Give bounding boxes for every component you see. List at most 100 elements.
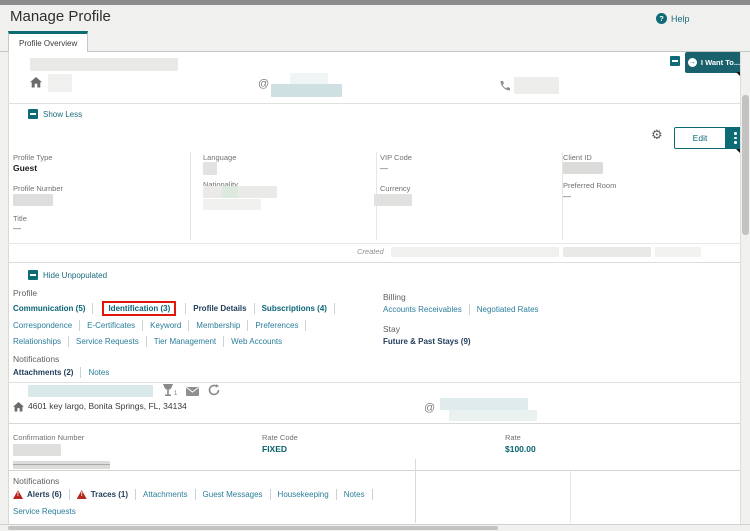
gear-icon[interactable]: ⚙	[651, 128, 663, 143]
horizontal-scrollbar-thumb[interactable]	[8, 526, 498, 530]
profile-links-row3: Relationships Service Requests Tier Mana…	[13, 336, 282, 347]
redacted-address	[48, 74, 72, 92]
glass-icon	[163, 384, 173, 396]
link-identification[interactable]: Identification (3)	[108, 303, 171, 313]
field-label: Rate	[505, 433, 521, 442]
redacted-nationality-1	[203, 186, 277, 198]
home-icon	[30, 77, 42, 88]
created-row-bottom-divider	[8, 262, 750, 263]
link-profile-details[interactable]: Profile Details	[193, 303, 247, 313]
redacted-created-1	[391, 247, 559, 257]
redacted-profile-number	[13, 194, 53, 206]
profile-links-row2: Correspondence E-Certificates Keyword Me…	[13, 320, 313, 331]
field-label: Nationality	[203, 180, 239, 189]
link-relationships[interactable]: Relationships	[13, 337, 62, 346]
field-label: Currency	[380, 184, 411, 193]
link-e-certificates[interactable]: E-Certificates	[87, 321, 136, 330]
rate-code-value[interactable]: FIXED	[262, 444, 288, 454]
email-at-icon: @	[424, 402, 436, 414]
section-header-billing: Billing	[383, 292, 406, 302]
minus-icon	[28, 270, 38, 280]
redacted-confirmation-number	[13, 444, 61, 456]
link-keyword[interactable]: Keyword	[150, 321, 182, 330]
refresh-icon	[208, 384, 220, 396]
link-preferences[interactable]: Preferences	[255, 321, 299, 330]
show-less-toggle[interactable]: Show Less	[28, 109, 82, 119]
i-want-to-button[interactable]: → I Want To...	[685, 52, 743, 73]
field-label: Preferred Room	[563, 181, 617, 190]
redacted-created-3	[655, 247, 701, 257]
warning-icon: !	[76, 490, 87, 499]
created-row-top-divider	[8, 243, 750, 244]
link-membership[interactable]: Membership	[196, 321, 241, 330]
redacted-stay-email-1	[440, 398, 528, 410]
hide-unpopulated-toggle[interactable]: Hide Unpopulated	[28, 270, 107, 280]
field-value-preferred-room: —	[563, 192, 571, 201]
tab-profile-overview[interactable]: Profile Overview	[8, 31, 88, 52]
redacted-stay-guest-name	[28, 385, 153, 397]
identification-highlight-box: Identification (3)	[102, 300, 177, 316]
field-label: Profile Number	[13, 184, 64, 193]
link-attachments[interactable]: Attachments	[143, 490, 188, 499]
glass-count: 1	[174, 391, 178, 397]
section-header-profile: Profile	[13, 288, 38, 298]
link-subscriptions[interactable]: Subscriptions (4)	[261, 303, 327, 313]
link-service-requests[interactable]: Service Requests	[76, 337, 139, 346]
help-label: Help	[671, 13, 690, 24]
link-notes-bottom[interactable]: Notes	[343, 490, 365, 499]
link-accounts-receivables[interactable]: Accounts Receivables	[383, 305, 462, 314]
vertical-scrollbar-thumb[interactable]	[742, 95, 749, 235]
link-guest-messages[interactable]: Guest Messages	[202, 490, 263, 499]
rate-value: $100.00	[505, 444, 536, 454]
link-negotiated-rates[interactable]: Negotiated Rates	[476, 305, 539, 314]
link-future-past-stays[interactable]: Future & Past Stays (9)	[383, 337, 471, 346]
link-communication[interactable]: Communication (5)	[13, 303, 86, 313]
edit-notch	[736, 149, 743, 156]
link-tier-management[interactable]: Tier Management	[153, 337, 217, 346]
email-at-icon: @	[258, 78, 270, 90]
stay-card-divider	[8, 423, 750, 424]
billing-links-row: Accounts Receivables Negotiated Rates	[383, 304, 539, 315]
help-button[interactable]: ? Help	[656, 13, 690, 24]
grid-divider-1	[190, 152, 191, 240]
field-label: Confirmation Number	[13, 433, 85, 442]
tabbar-divider	[0, 51, 750, 52]
grid-divider-3	[562, 152, 563, 240]
redacted-email-line1	[290, 73, 328, 84]
stay-links-row: Future & Past Stays (9)	[383, 337, 471, 346]
field-value-profile-type: Guest	[13, 163, 38, 173]
edit-button[interactable]: Edit	[674, 127, 745, 149]
page-title: Manage Profile	[10, 8, 111, 25]
content-panel	[8, 52, 750, 524]
link-service-requests-bottom[interactable]: Service Requests	[13, 507, 76, 516]
link-notes[interactable]: Notes	[88, 368, 110, 377]
link-housekeeping[interactable]: Housekeeping	[277, 490, 329, 499]
field-label: Rate Code	[262, 433, 298, 442]
bottom-panel-top-divider	[8, 470, 750, 471]
links-bottom-divider	[8, 382, 750, 383]
link-alerts[interactable]: Alerts (6)	[27, 490, 62, 499]
section-header-notifications: Notifications	[13, 354, 60, 364]
link-traces[interactable]: Traces (1)	[90, 490, 129, 499]
minus-icon	[28, 109, 38, 119]
help-question-icon: ?	[656, 13, 667, 24]
banner-divider	[8, 103, 750, 104]
link-attachments-count[interactable]: Attachments (2)	[13, 368, 74, 377]
redacted-created-2	[563, 247, 651, 257]
field-label: Profile Type	[13, 153, 53, 162]
section-header-notifications-bottom: Notifications	[13, 476, 60, 486]
bottom-notifications-row: ! Alerts (6) ! Traces (1) Attachments Gu…	[13, 489, 380, 500]
bottom-panel-vertical-divider-2	[570, 471, 571, 523]
redacted-stay-email-2	[449, 410, 537, 421]
home-icon	[13, 402, 24, 412]
envelope-icon	[186, 387, 199, 396]
stay-address: 4601 key largo, Bonita Springs, FL, 3413…	[28, 401, 187, 411]
link-correspondence[interactable]: Correspondence	[13, 321, 73, 330]
traces-item[interactable]: ! Traces (1)	[76, 490, 129, 499]
field-label: Title	[13, 214, 27, 223]
phone-icon	[500, 81, 510, 91]
link-web-accounts[interactable]: Web Accounts	[231, 337, 283, 346]
collapse-banner-button[interactable]	[670, 56, 680, 66]
alerts-item[interactable]: ! Alerts (6)	[13, 490, 62, 499]
